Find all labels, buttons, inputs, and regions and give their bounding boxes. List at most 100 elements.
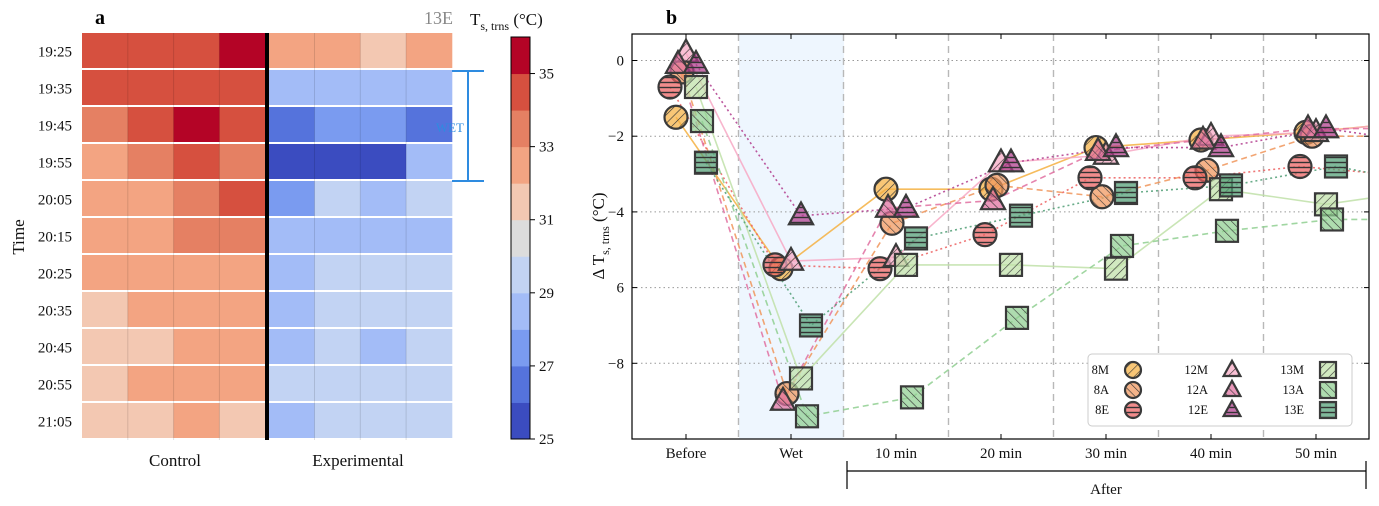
colorbar-segment bbox=[511, 73, 530, 111]
data-point bbox=[1189, 124, 1217, 150]
panel-a-corner-label: 13E bbox=[424, 8, 453, 28]
colorbar-segment bbox=[511, 365, 530, 403]
x-tick-label: 40 min bbox=[1190, 446, 1233, 462]
data-point bbox=[874, 192, 902, 218]
heatmap-cell-experimental bbox=[314, 70, 361, 105]
legend-label: 12E bbox=[1188, 403, 1209, 417]
data-point bbox=[682, 48, 710, 75]
scatter-ticks: 0 −2 −4 6 −8 Before Wet 10 min 20 min 30 min 40 mi… bbox=[608, 34, 1369, 462]
x-tick-label: 30 min bbox=[1085, 446, 1128, 462]
heatmap-row-label: 19:45 bbox=[38, 119, 72, 135]
data-point bbox=[1109, 233, 1135, 259]
heatmap-cell-experimental bbox=[360, 181, 407, 216]
data-point bbox=[1218, 173, 1244, 198]
x-tick-label: Before bbox=[666, 446, 707, 462]
heatmap-cell-control bbox=[173, 70, 220, 105]
scatter-ylabel-main: Δ T bbox=[589, 254, 608, 279]
x-tick-label: Wet bbox=[779, 446, 804, 462]
heatmap-cell-control bbox=[82, 255, 129, 290]
heatmap-cell-experimental bbox=[360, 292, 407, 327]
legend-marker bbox=[1123, 360, 1143, 380]
heatmap-cell-control bbox=[173, 218, 220, 253]
legend-box bbox=[1087, 353, 1353, 427]
heatmap-cell-control bbox=[127, 218, 174, 253]
heatmap-cell-experimental bbox=[314, 33, 361, 68]
heatmap-cell-experimental bbox=[360, 144, 407, 179]
heatmap-cells bbox=[82, 33, 453, 440]
data-point bbox=[1319, 207, 1345, 232]
heatmap-cell-experimental bbox=[360, 218, 407, 253]
group-label-control: Control bbox=[149, 451, 201, 470]
heatmap-cell-experimental bbox=[314, 107, 361, 142]
colorbar-segment bbox=[511, 402, 530, 440]
data-point bbox=[657, 74, 683, 100]
heatmap-row-label: 19:35 bbox=[38, 82, 72, 98]
heatmap-cell-experimental bbox=[406, 181, 453, 216]
heatmap-row-label: 21:05 bbox=[38, 415, 72, 431]
heatmap-cell-control bbox=[127, 292, 174, 327]
legend-label: 12A bbox=[1186, 383, 1208, 397]
data-point bbox=[1102, 132, 1130, 158]
data-point bbox=[1077, 165, 1103, 191]
colorbar-segment bbox=[511, 146, 530, 184]
heatmap-cell-control bbox=[127, 181, 174, 216]
heatmap-cell-experimental bbox=[268, 144, 315, 179]
heatmap-cell-control bbox=[173, 366, 220, 401]
data-point bbox=[769, 385, 797, 411]
data-point bbox=[664, 48, 692, 75]
legend-marker bbox=[1318, 380, 1338, 400]
heatmap-cell-control bbox=[82, 181, 129, 216]
scatter-ylabel-unit: (°C) bbox=[589, 192, 608, 226]
colorbar-segment bbox=[511, 256, 530, 294]
heatmap-cell-control bbox=[173, 107, 220, 142]
data-point bbox=[1312, 113, 1340, 139]
legend-label: 8E bbox=[1095, 403, 1109, 417]
scatter-legend: 8M 8A 8E 12M 12A 12E 13M 13A 13E bbox=[1087, 353, 1353, 427]
series-line bbox=[701, 120, 1368, 418]
data-point bbox=[794, 404, 820, 429]
heatmap-cell-experimental bbox=[268, 181, 315, 216]
heatmap-cell-control bbox=[82, 107, 129, 142]
heatmap-ylabel: Time bbox=[9, 219, 28, 254]
heatmap-row-label: 20:05 bbox=[38, 193, 72, 209]
heatmap-cell-control bbox=[127, 144, 174, 179]
data-point bbox=[1207, 132, 1235, 158]
heatmap-cell-control bbox=[82, 292, 129, 327]
heatmap-cell-experimental bbox=[360, 107, 407, 142]
heatmap-cell-experimental bbox=[268, 107, 315, 142]
heatmap-cell-control bbox=[173, 33, 220, 68]
colorbar-segment bbox=[511, 110, 530, 148]
legend-marker bbox=[1123, 400, 1143, 420]
data-point bbox=[972, 222, 998, 248]
x-tick-label: 10 min bbox=[875, 446, 918, 462]
heatmap-cell-control bbox=[219, 218, 266, 253]
data-point bbox=[663, 104, 689, 130]
data-point bbox=[1214, 218, 1240, 243]
data-point bbox=[997, 147, 1025, 173]
heatmap-cell-control bbox=[82, 144, 129, 179]
heatmap-cell-control bbox=[173, 144, 220, 179]
heatmap-cell-experimental bbox=[314, 144, 361, 179]
data-point bbox=[1008, 203, 1034, 228]
heatmap-cell-experimental bbox=[360, 70, 407, 105]
data-point bbox=[689, 108, 715, 134]
scatter-ylabel-sub: s, trns bbox=[598, 226, 612, 255]
colorbar-segment bbox=[511, 292, 530, 330]
y-tick-label: −4 bbox=[608, 205, 624, 221]
heatmap-cell-control bbox=[219, 144, 266, 179]
heatmap-cell-experimental bbox=[268, 403, 315, 438]
heatmap-cell-experimental bbox=[360, 366, 407, 401]
series-line bbox=[705, 162, 1369, 327]
colorbar-segment bbox=[511, 37, 530, 75]
legend-label: 13E bbox=[1284, 403, 1305, 417]
y-tick-label: −8 bbox=[608, 356, 624, 372]
data-point bbox=[892, 192, 920, 218]
heatmap-cell-experimental bbox=[406, 33, 453, 68]
data-point bbox=[893, 252, 919, 277]
data-point bbox=[899, 385, 925, 410]
heatmap-cell-experimental bbox=[268, 366, 315, 401]
data-point bbox=[1089, 184, 1115, 210]
colorbar-frame bbox=[510, 36, 531, 440]
data-point bbox=[979, 185, 1007, 211]
